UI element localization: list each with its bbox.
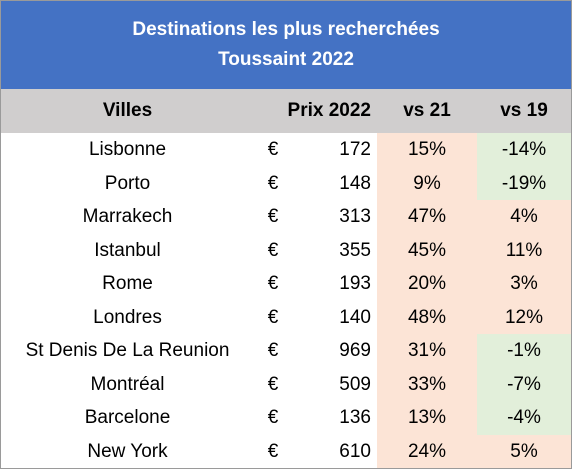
currency-cell: € xyxy=(267,306,279,328)
vs21-cell-fill xyxy=(377,434,477,468)
city-cell: Barcelone xyxy=(84,407,171,428)
vs21-cell: 13% xyxy=(407,407,447,428)
city-cell: Marrakech xyxy=(82,206,173,227)
vs21-cell: 20% xyxy=(407,273,447,294)
currency-cell: € xyxy=(267,340,279,361)
vs19-cell-fill xyxy=(477,367,571,401)
vs19-cell: -1% xyxy=(507,340,541,361)
table-row: New York €610 24% 5% xyxy=(1,434,571,468)
vs19-cell: -7% xyxy=(507,373,541,395)
price-cell: 969 xyxy=(339,340,371,361)
vs19-cell: -4% xyxy=(507,407,541,428)
price-cell: 610 xyxy=(339,440,371,462)
table-body: Lisbonne €172 15% -14% Porto €148 9% -19% Marrak… xyxy=(1,133,571,468)
vs19-cell: 12% xyxy=(504,306,544,328)
currency-cell: € xyxy=(267,172,279,194)
table-row: St Denis De La Reunion €969 31% -1% xyxy=(1,334,571,368)
vs21-cell-fill xyxy=(377,367,477,401)
city-cell: Montréal xyxy=(90,373,165,395)
price-cell: 172 xyxy=(339,139,371,160)
vs21-cell: 33% xyxy=(407,373,447,395)
vs19-cell-fill xyxy=(477,300,571,334)
vs19-cell-fill xyxy=(477,334,571,368)
vs19-cell-fill xyxy=(477,267,571,301)
vs19-cell: -14% xyxy=(501,139,547,160)
currency-cell: € xyxy=(267,139,279,160)
table-subtitle: Toussaint 2022 xyxy=(218,49,354,70)
price-cell: 140 xyxy=(339,306,371,328)
table-row: Porto €148 9% -19% xyxy=(1,166,571,200)
city-cell: St Denis De La Reunion xyxy=(25,340,230,361)
vs21-cell-fill xyxy=(377,401,477,435)
table-title: Destinations les plus recherchées xyxy=(132,19,440,40)
vs21-cell: 48% xyxy=(407,306,447,328)
vs21-cell: 15% xyxy=(407,139,447,160)
price-cell: 509 xyxy=(339,373,371,395)
table-title-banner: Destinations les plus recherchées Toussa… xyxy=(1,1,571,89)
price-cell: 148 xyxy=(339,172,371,194)
vs19-cell-fill xyxy=(477,200,571,234)
vs19-cell: -19% xyxy=(501,172,547,194)
vs19-cell-fill xyxy=(477,166,571,200)
vs19-cell: 3% xyxy=(510,273,538,294)
currency-cell: € xyxy=(267,239,279,261)
column-header-prix: Prix 2022 xyxy=(287,100,371,121)
vs19-cell: 5% xyxy=(510,440,538,462)
vs21-cell-fill xyxy=(377,166,477,200)
vs21-cell: 24% xyxy=(407,440,447,462)
table-row: Marrakech €313 47% 4% xyxy=(1,200,571,234)
currency-cell: € xyxy=(267,273,279,294)
vs21-cell-fill xyxy=(377,267,477,301)
currency-cell: € xyxy=(267,206,279,227)
column-header-villes: Villes xyxy=(102,100,153,121)
vs21-cell: 9% xyxy=(413,172,441,194)
column-header-vs19: vs 19 xyxy=(500,100,548,121)
vs19-cell: 11% xyxy=(505,239,543,261)
table-row: Londres €140 48% 12% xyxy=(1,300,571,334)
city-cell: Londres xyxy=(93,306,162,328)
column-header-vs21: vs 21 xyxy=(403,100,451,121)
table-row: Lisbonne €172 15% -14% xyxy=(1,133,571,167)
table-row: Istanbul €355 45% 11% xyxy=(1,233,571,267)
city-cell: Rome xyxy=(102,273,153,294)
currency-cell: € xyxy=(267,373,279,395)
city-cell: Istanbul xyxy=(94,239,161,261)
currency-cell: € xyxy=(267,407,279,428)
price-cell: 193 xyxy=(339,273,371,294)
table-row: Montréal €509 33% -7% xyxy=(1,367,571,401)
column-header-row: Villes Prix 2022 vs 21 vs 19 xyxy=(1,89,571,133)
price-cell: 136 xyxy=(339,407,371,428)
vs19-cell: 4% xyxy=(510,206,538,227)
vs21-cell: 47% xyxy=(407,206,447,227)
city-cell: Lisbonne xyxy=(88,139,167,160)
table-row: Rome €193 20% 3% xyxy=(1,267,571,301)
city-cell: Porto xyxy=(104,172,151,194)
vs21-cell: 31% xyxy=(407,340,447,361)
vs21-cell-fill xyxy=(377,133,477,167)
table-row: Barcelone €136 13% -4% xyxy=(1,401,571,435)
price-cell: 355 xyxy=(339,239,371,261)
vs19-cell-fill xyxy=(477,401,571,435)
vs19-cell-fill xyxy=(477,233,571,267)
vs21-cell-fill xyxy=(377,200,477,234)
price-cell: 313 xyxy=(339,206,371,227)
city-cell: New York xyxy=(87,440,168,462)
vs21-cell-fill xyxy=(377,233,477,267)
vs21-cell-fill xyxy=(377,334,477,368)
currency-cell: € xyxy=(267,440,279,462)
vs21-cell-fill xyxy=(377,300,477,334)
vs19-cell-fill xyxy=(477,434,571,468)
vs19-cell-fill xyxy=(477,133,571,167)
vs21-cell: 45% xyxy=(407,239,447,261)
